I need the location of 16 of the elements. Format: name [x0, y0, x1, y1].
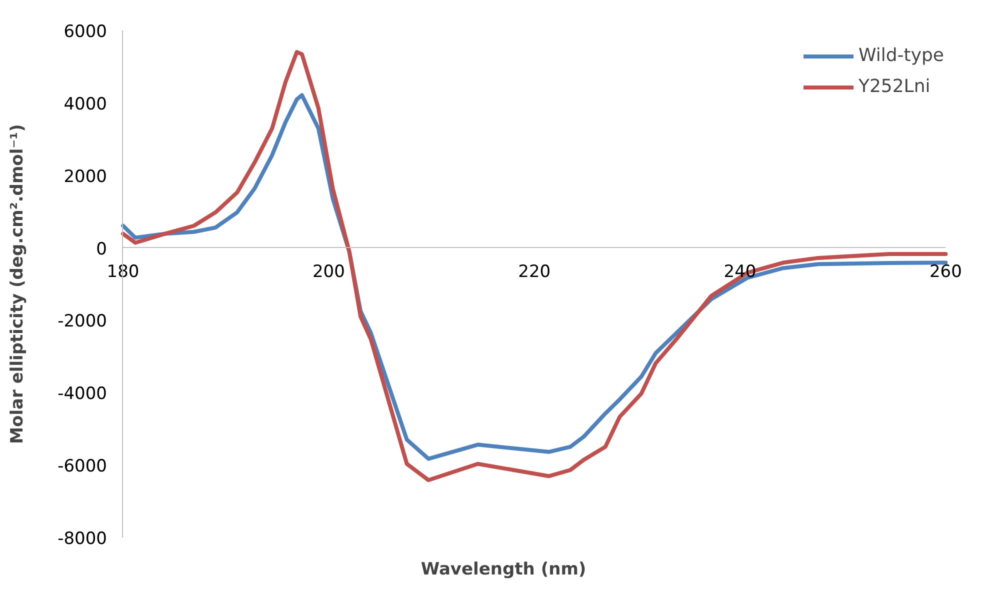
y-tick-label: 0: [96, 239, 108, 260]
legend-label: Wild-type: [858, 45, 944, 66]
y-tick-label: -8000: [58, 528, 108, 549]
x-axis-title: Wavelength (nm): [420, 560, 586, 580]
y-tick-label: 4000: [64, 94, 107, 115]
legend-label: Y252Lni: [858, 76, 930, 97]
y-tick-label: 2000: [64, 166, 107, 187]
y-tick-label: -4000: [58, 384, 108, 404]
y-tick-label: -6000: [58, 456, 108, 476]
y-tick-label: -2000: [58, 312, 108, 332]
y-axis-title: Molar ellipticity (deg.cm².dmol⁻¹): [8, 124, 28, 444]
x-tick-label: 200: [312, 262, 345, 282]
x-tick-label: 180: [106, 262, 140, 282]
x-tick-label: 260: [929, 262, 962, 282]
x-tick-label: 220: [518, 262, 551, 282]
y-tick-label: 6000: [64, 22, 107, 42]
